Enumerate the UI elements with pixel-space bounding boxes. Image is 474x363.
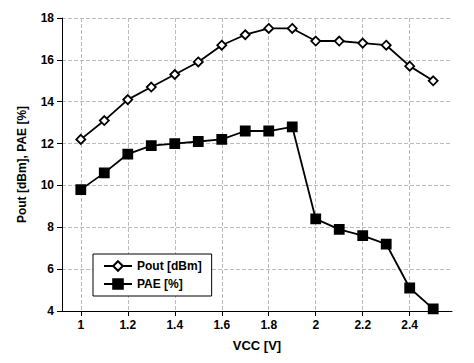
svg-text:2: 2: [312, 318, 319, 332]
svg-text:1: 1: [77, 318, 84, 332]
svg-text:16: 16: [41, 53, 55, 67]
svg-text:8: 8: [47, 220, 54, 234]
svg-text:1.6: 1.6: [213, 318, 230, 332]
svg-text:12: 12: [41, 137, 55, 151]
svg-text:VCC [V]: VCC [V]: [233, 338, 281, 353]
svg-text:1.2: 1.2: [119, 318, 136, 332]
svg-text:10: 10: [41, 178, 55, 192]
svg-text:18: 18: [41, 11, 55, 25]
svg-text:2.4: 2.4: [401, 318, 418, 332]
svg-text:6: 6: [47, 262, 54, 276]
svg-text:2.2: 2.2: [354, 318, 371, 332]
svg-text:4: 4: [47, 304, 54, 318]
svg-text:Pout [dBm], PAE [%]: Pout [dBm], PAE [%]: [15, 106, 29, 223]
svg-text:1.4: 1.4: [166, 318, 183, 332]
svg-text:PAE [%]: PAE [%]: [137, 277, 183, 291]
svg-text:14: 14: [41, 95, 55, 109]
svg-text:Pout [dBm]: Pout [dBm]: [137, 259, 202, 273]
svg-text:1.8: 1.8: [260, 318, 277, 332]
